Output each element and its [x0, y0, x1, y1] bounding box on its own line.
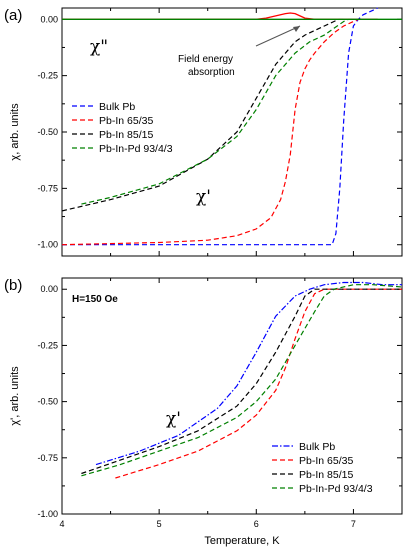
legend-entry: Pb-In-Pd 93/4/3: [299, 483, 373, 495]
y-tick-label: -0.50: [37, 397, 58, 407]
annotation-field: H=150 Oe: [72, 294, 118, 305]
x-tick-label: 7: [351, 519, 356, 529]
series-line-1-0: [95, 281, 402, 466]
panel-a-chart: 0.00 -0.25 -0.50 -0.75 -1.00 χ, arb. units (a)…: [4, 7, 403, 257]
x-tick-label: 4: [59, 519, 64, 529]
annotation-chi-prime: χ': [196, 187, 211, 207]
legend-entry: Pb-In 85/15: [99, 129, 153, 141]
series-line-0-2: [61, 18, 344, 212]
panel-b-chart: 4 5 6 7 0.00 -0.25 -0.50 -0.75 -1.00 χ', arb. uni…: [4, 277, 403, 547]
legend-entry: Pb-In 85/15: [299, 469, 353, 481]
y-tick-label: -1.00: [37, 509, 58, 519]
annotation-arrowhead: [293, 26, 300, 32]
y-tick-label: -0.50: [37, 127, 58, 137]
legend-entry: Pb-In-Pd 93/4/3: [99, 143, 173, 155]
plot-frame: [61, 277, 403, 515]
x-axis-label: Temperature, K: [204, 535, 280, 547]
annotation-arrow: [255, 25, 301, 47]
series-line-0-0: [62, 7, 378, 246]
series-line-1-3: [81, 284, 403, 477]
legend-entry: Pb-In 65/35: [299, 455, 353, 467]
legend-entry: Pb-In 65/35: [99, 115, 153, 127]
y-tick-label: 0.00: [40, 284, 58, 294]
series-line-0-3: [81, 18, 354, 205]
panel-label: (a): [4, 7, 22, 24]
y-axis-label: χ', arb. units: [9, 366, 21, 426]
annotation-chi-double-prime: χ": [90, 37, 108, 57]
y-tick-label: -0.25: [37, 71, 58, 81]
y-tick-label: -1.00: [37, 240, 58, 250]
y-tick-label: -0.75: [37, 183, 58, 193]
y-tick-label: -0.25: [37, 340, 58, 350]
annotation-absorption: absorption: [188, 67, 235, 78]
x-tick-label: 6: [254, 519, 259, 529]
legend-entry: Bulk Pb: [99, 101, 135, 113]
series-line-1-2: [81, 288, 402, 475]
x-tick-label: 5: [157, 519, 162, 529]
y-tick-label: -0.75: [37, 453, 58, 463]
annotation-chi-prime: χ': [166, 409, 181, 429]
panel-label: (b): [4, 277, 22, 294]
y-axis-label: χ, arb. units: [9, 103, 21, 161]
y-tick-label: 0.00: [40, 14, 58, 24]
annotation-field-energy: Field energy: [178, 54, 233, 65]
legend-entry: Bulk Pb: [299, 441, 335, 453]
